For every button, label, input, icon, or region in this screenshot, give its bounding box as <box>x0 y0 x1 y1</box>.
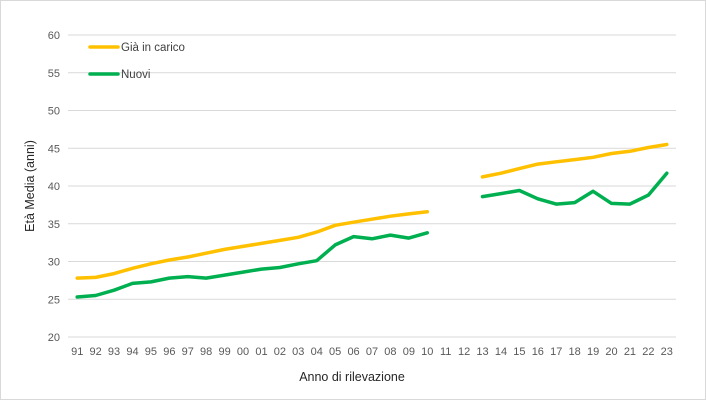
x-tick-label: 14 <box>495 346 507 358</box>
x-tick-label: 06 <box>347 346 359 358</box>
series-line-nuovi-segment-2 <box>480 171 669 206</box>
x-tick-label: 21 <box>624 346 636 358</box>
x-tick-label: 09 <box>403 346 415 358</box>
x-tick-label: 08 <box>384 346 396 358</box>
series-lines <box>75 142 669 299</box>
x-tick-label: 03 <box>292 346 304 358</box>
y-axis-ticks: 20 25 30 35 40 45 50 55 60 <box>48 30 60 344</box>
x-tick-label: 12 <box>458 346 470 358</box>
x-tick-label: 02 <box>274 346 286 358</box>
y-tick-label: 60 <box>48 30 60 42</box>
x-tick-label: 11 <box>440 346 451 358</box>
x-tick-label: 93 <box>108 346 120 358</box>
series-line-gia-in-carico-segment-1 <box>75 209 430 280</box>
x-tick-label: 95 <box>145 346 157 358</box>
x-tick-label: 13 <box>476 346 488 358</box>
x-tick-label: 23 <box>661 346 673 358</box>
x-tick-label: 07 <box>366 346 378 358</box>
legend: Già in carico Nuovi <box>88 42 185 81</box>
x-tick-label: 96 <box>163 346 175 358</box>
x-tick-label: 97 <box>182 346 194 358</box>
x-tick-label: 16 <box>532 346 544 358</box>
x-tick-label: 98 <box>200 346 212 358</box>
y-tick-label: 45 <box>48 143 60 155</box>
x-tick-label: 91 <box>71 346 83 358</box>
x-tick-label: 17 <box>550 346 562 358</box>
y-tick-label: 40 <box>48 181 60 193</box>
x-tick-label: 19 <box>587 346 599 358</box>
series-line-nuovi-segment-1 <box>75 231 430 299</box>
legend-label: Nuovi <box>121 69 150 81</box>
y-tick-label: 35 <box>48 219 60 231</box>
x-tick-label: 10 <box>421 346 433 358</box>
x-axis-ticks: 91 92 93 94 95 96 97 98 99 00 01 02 03 04 05 06 07 08 09 10… <box>71 346 673 358</box>
x-tick-label: 20 <box>605 346 617 358</box>
x-tick-label: 94 <box>126 346 138 358</box>
x-axis-title: Anno di rilevazione <box>299 370 405 384</box>
y-tick-label: 20 <box>48 332 60 344</box>
x-tick-label: 15 <box>513 346 525 358</box>
y-tick-label: 55 <box>48 68 60 80</box>
x-tick-label: 00 <box>237 346 249 358</box>
x-tick-label: 01 <box>255 346 267 358</box>
y-tick-label: 50 <box>48 106 60 118</box>
y-tick-label: 30 <box>48 257 60 269</box>
y-tick-label: 25 <box>48 294 60 306</box>
legend-label: Già in carico <box>121 42 185 54</box>
x-tick-label: 18 <box>569 346 581 358</box>
series-line-gia-in-carico-segment-2 <box>480 142 669 179</box>
x-tick-label: 92 <box>90 346 102 358</box>
x-tick-label: 22 <box>642 346 654 358</box>
x-tick-label: 99 <box>218 346 230 358</box>
x-tick-label: 04 <box>311 346 323 358</box>
y-axis-title: Età Media (anni) <box>23 140 37 232</box>
x-tick-label: 05 <box>329 346 341 358</box>
gridlines <box>68 34 676 338</box>
